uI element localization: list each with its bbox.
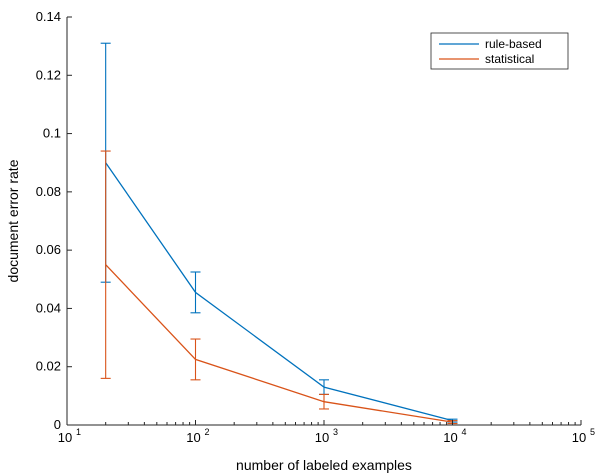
x-tick-exponent: 3 [333,427,338,437]
y-tick-label: 0.06 [36,242,61,257]
legend-label: statistical [485,52,534,66]
legend-label: rule-based [485,37,542,51]
x-tick-label: 10 [572,430,586,445]
x-tick-label: 10 [186,430,200,445]
x-tick-exponent: 2 [205,427,210,437]
x-tick-label: 10 [315,430,329,445]
error-bar [319,393,329,410]
x-tick-label: 10 [443,430,457,445]
series-line-1 [105,264,453,423]
y-tick-label: 0.04 [36,300,61,315]
error-bar [190,271,201,314]
y-tick-label: 0.1 [43,126,61,141]
y-axis-label: document error rate [5,159,21,282]
y-tick-label: 0.08 [36,184,61,199]
error-bar [319,379,329,395]
error-bar [190,338,201,381]
x-tick-label: 10 [58,430,72,445]
x-axis-label: number of labeled examples [236,457,412,473]
x-tick-exponent: 5 [590,427,595,437]
legend-box [430,32,569,70]
x-tick-exponent: 1 [76,427,81,437]
y-tick-label: 0.14 [36,9,61,24]
y-tick-label: 0 [54,417,61,432]
y-tick-label: 0.12 [36,67,61,82]
error-bar [100,150,111,379]
series-line-0 [105,162,453,422]
x-tick-exponent: 4 [462,427,467,437]
y-tick-label: 0.02 [36,359,61,374]
